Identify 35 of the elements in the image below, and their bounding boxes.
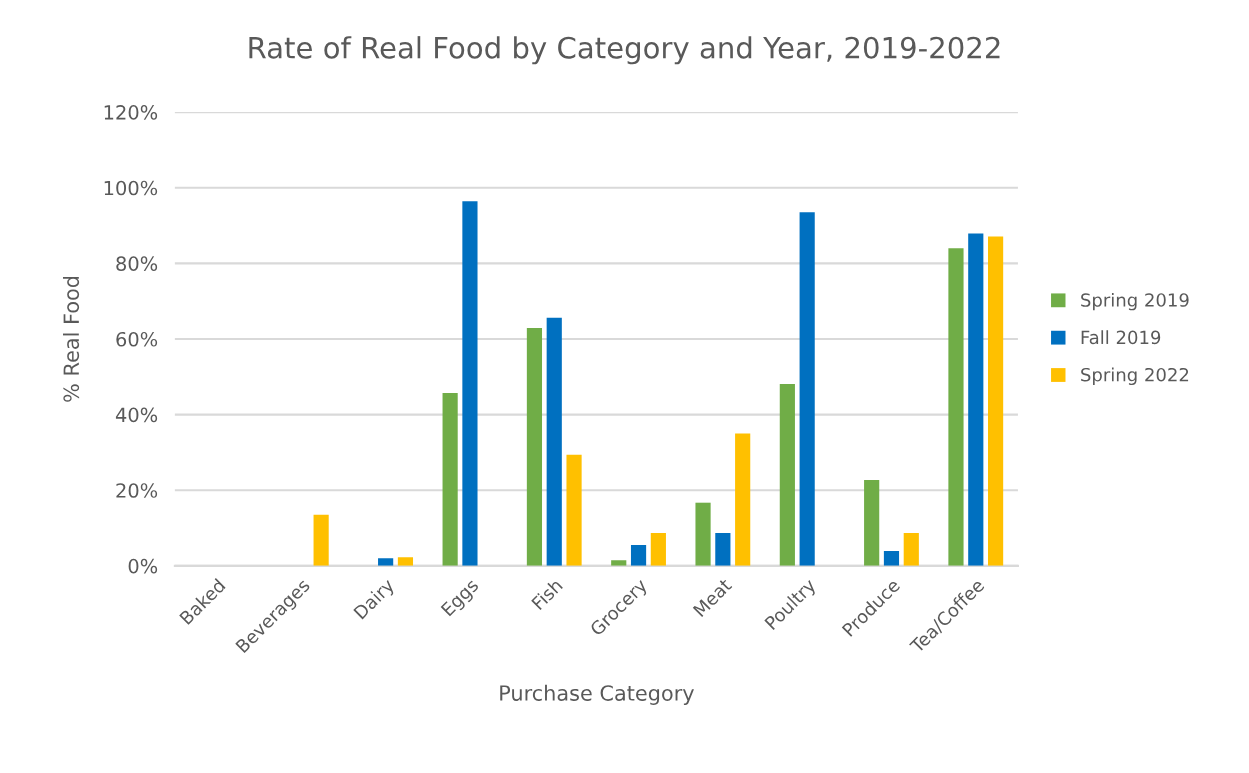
bar [442, 393, 458, 566]
y-tick-label: 100% [104, 180, 158, 196]
bar [735, 433, 751, 566]
y-tick-label: 0% [128, 558, 158, 574]
bar [988, 236, 1004, 566]
y-tick-label: 80% [116, 256, 158, 271]
y-tick-label: 40% [115, 407, 158, 423]
bar [695, 502, 711, 566]
bar [397, 557, 414, 566]
bar [715, 532, 731, 566]
bar [566, 454, 582, 566]
legend-label: Spring 2022 [1081, 367, 1189, 386]
bar [883, 551, 900, 566]
y-axis-title: % Real Food [63, 276, 80, 402]
bar [799, 212, 815, 566]
bar [462, 201, 478, 566]
bar [779, 383, 795, 566]
legend-label: Fall 2019 [1081, 330, 1161, 345]
bar [948, 248, 964, 566]
bar [903, 532, 919, 566]
y-tick-label: 120% [104, 105, 158, 120]
y-tick-label: 60% [116, 331, 158, 347]
x-axis-title: Purchase Category [500, 684, 694, 705]
bar [968, 233, 984, 566]
bar [313, 514, 329, 566]
bar [864, 480, 880, 566]
bar [650, 532, 666, 566]
bar [526, 327, 543, 566]
bar [630, 545, 647, 566]
x-tick-label: Fish [530, 578, 564, 611]
legend-label: Spring 2019 [1081, 292, 1189, 311]
bar [546, 317, 562, 566]
y-tick-label: 20% [116, 483, 158, 498]
bar [378, 558, 394, 566]
chart-title: Rate of Real Food by Category and Year, 2019-2022 [249, 36, 1000, 65]
